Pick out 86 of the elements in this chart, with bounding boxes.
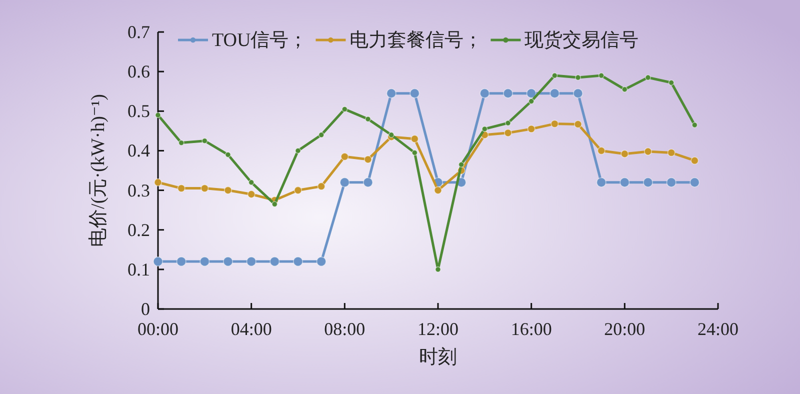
point: [200, 184, 209, 192]
point: [434, 186, 442, 194]
point: [340, 152, 349, 161]
point: [388, 132, 394, 138]
point: [410, 134, 419, 143]
point: [412, 150, 418, 156]
point: [318, 132, 324, 138]
point: [248, 179, 254, 186]
point: [177, 184, 186, 192]
y-tick-label: 0.4: [128, 140, 150, 161]
y-tick-label: 0.1: [128, 259, 150, 280]
legend-label: 电力套餐信号；: [350, 30, 483, 51]
point: [155, 112, 161, 118]
point: [573, 88, 583, 98]
x-tick-label: 00:00: [137, 319, 179, 339]
y-tick-label: 0: [141, 299, 150, 319]
x-tick-label: 12:00: [417, 319, 459, 339]
point: [272, 201, 278, 208]
point: [363, 177, 373, 188]
point: [317, 182, 326, 190]
point: [690, 156, 699, 165]
point: [200, 256, 210, 267]
y-tick-label: 0.3: [128, 180, 150, 200]
point: [574, 120, 582, 128]
point: [668, 80, 674, 86]
point: [645, 74, 651, 81]
point: [458, 162, 464, 168]
x-tick-label: 16:00: [510, 319, 552, 339]
y-tick-label: 0.7: [128, 22, 150, 42]
point: [526, 88, 536, 98]
point: [620, 177, 630, 188]
point: [692, 122, 698, 128]
point: [295, 148, 301, 154]
x-tick-label: 24:00: [697, 319, 739, 339]
point: [178, 140, 184, 146]
point: [644, 148, 652, 156]
point: [550, 88, 560, 98]
point: [550, 120, 559, 128]
point: [293, 256, 303, 267]
point: [294, 186, 302, 194]
y-axis-title: 电价/(元·(kW·h)⁻¹): [88, 94, 109, 247]
point: [342, 106, 348, 112]
point: [643, 177, 653, 188]
y-tick-label: 0.5: [128, 101, 150, 122]
point: [365, 116, 371, 122]
point: [246, 256, 256, 267]
y-tick-label: 0.2: [128, 220, 150, 240]
point: [223, 256, 233, 267]
point: [480, 88, 490, 98]
point: [620, 150, 629, 158]
point: [364, 155, 372, 164]
point: [176, 256, 186, 267]
point: [527, 124, 536, 133]
point: [575, 74, 581, 81]
point: [482, 126, 488, 132]
point: [270, 256, 280, 267]
point: [386, 88, 396, 98]
x-tick-label: 20:00: [604, 319, 646, 339]
point: [225, 152, 231, 158]
point: [667, 148, 676, 157]
legend-label: TOU信号；: [212, 30, 308, 51]
point: [622, 86, 628, 92]
point: [552, 72, 558, 79]
point: [153, 256, 163, 267]
point: [435, 266, 441, 272]
x-axis-title: 时刻: [419, 346, 457, 368]
point: [505, 120, 511, 126]
x-tick-label: 04:00: [230, 319, 272, 339]
point: [410, 88, 420, 98]
point: [690, 177, 700, 188]
point: [528, 98, 534, 104]
x-tick-label: 08:00: [324, 319, 366, 339]
point: [224, 186, 232, 194]
point: [316, 256, 326, 267]
point: [596, 177, 606, 188]
point: [598, 72, 604, 79]
legend-label: 现货交易信号: [524, 29, 639, 51]
y-tick-label: 0.6: [128, 62, 150, 82]
point: [340, 177, 350, 188]
point: [247, 190, 256, 198]
point: [154, 178, 162, 186]
point: [503, 88, 513, 98]
point: [666, 177, 676, 188]
point: [504, 128, 512, 137]
point: [597, 146, 606, 155]
point: [202, 138, 208, 144]
